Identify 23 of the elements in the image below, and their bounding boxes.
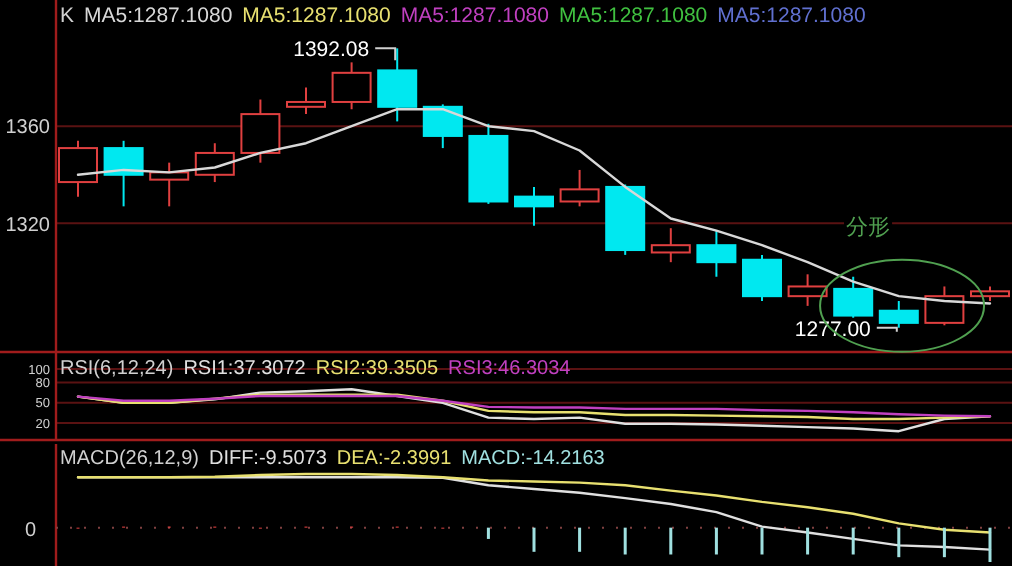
annotation: MA5:1287.1080 — [242, 4, 391, 28]
annotation: 分形 — [846, 215, 891, 240]
annotation: 1392.08 — [293, 38, 370, 63]
annotation: MA5:1287.1080 — [558, 4, 708, 28]
candlestick — [514, 185, 554, 227]
chart-title: MACD(26,12,9) — [60, 448, 199, 470]
text: MA5:1287.1080 — [84, 4, 233, 28]
series-label: DEA:-2.3991 — [336, 448, 453, 470]
candlestick — [650, 227, 691, 264]
series-label: RSI3:46.3034 — [448, 358, 572, 380]
ref-line-label: 0 — [24, 519, 37, 542]
series-label: RSI2:39.3505 — [315, 358, 439, 380]
y-tick-label: 1320 — [5, 214, 51, 237]
series-label: RSI1:37.3072 — [183, 358, 307, 380]
text: MACD:-14.2163 — [461, 448, 606, 470]
chart-title: RSI(6,12,24) — [60, 358, 174, 380]
chart-title: K — [60, 4, 75, 28]
series-label: DIFF:-9.5073 — [208, 448, 328, 470]
annotation: MA5:1287.1080 — [400, 4, 550, 28]
candlestick — [240, 98, 281, 164]
y-tick-label: 1360 — [5, 117, 51, 140]
annotation: MA5:1287.1080 — [717, 4, 866, 28]
candlestick — [787, 273, 828, 307]
